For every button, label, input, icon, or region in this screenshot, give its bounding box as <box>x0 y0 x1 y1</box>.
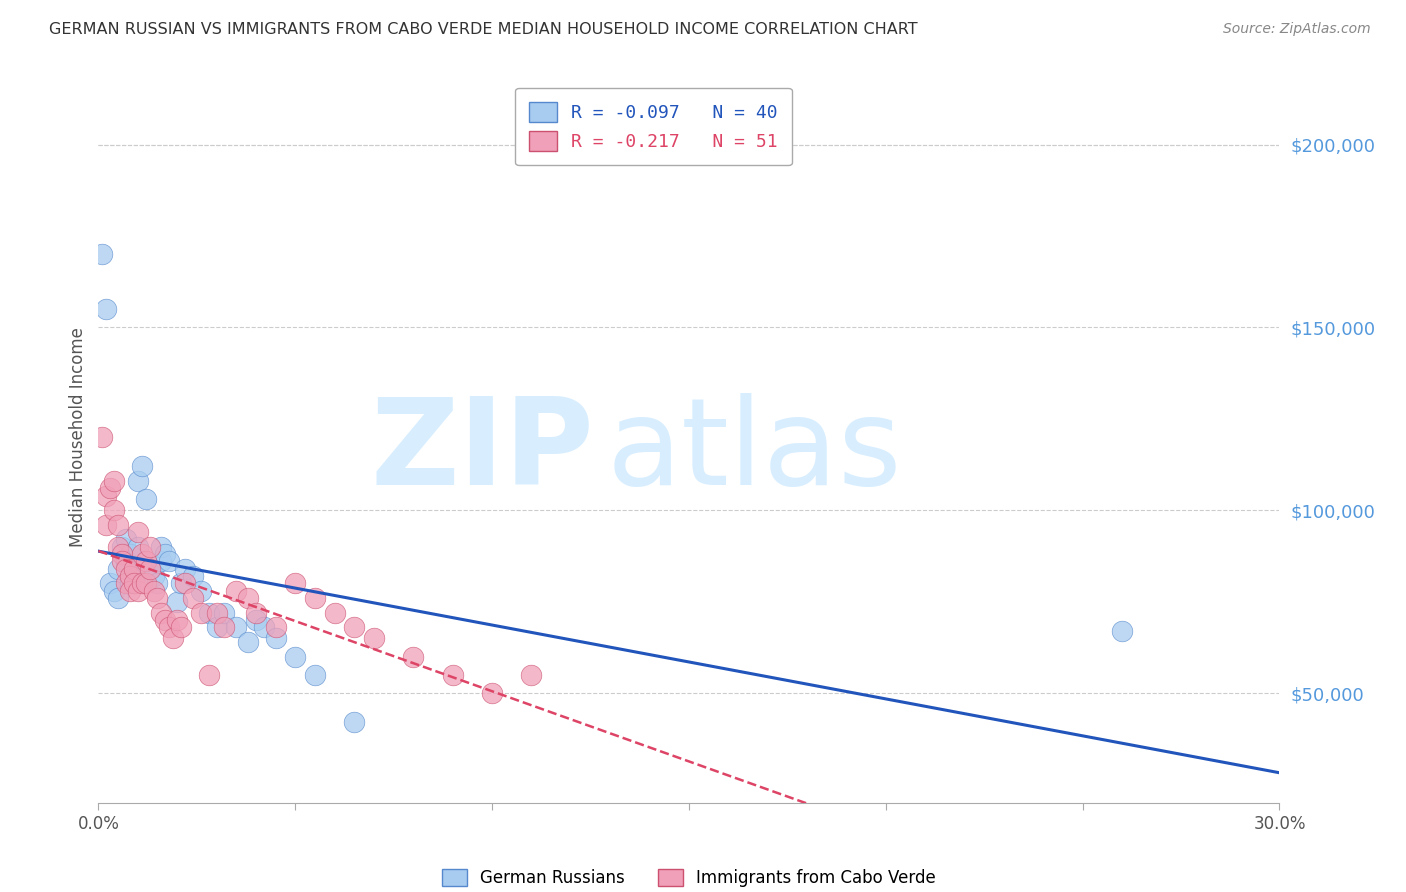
Point <box>98 481 121 495</box>
Point <box>111 547 134 561</box>
Point <box>122 562 145 576</box>
Point <box>214 606 236 620</box>
Point <box>142 569 165 583</box>
Point <box>135 492 157 507</box>
Point <box>146 576 169 591</box>
Point <box>157 620 180 634</box>
Point <box>118 569 141 583</box>
Point <box>131 547 153 561</box>
Point <box>236 591 259 605</box>
Point <box>111 540 134 554</box>
Point <box>205 606 228 620</box>
Point <box>162 632 184 646</box>
Point <box>520 667 543 681</box>
Point <box>91 247 114 261</box>
Point <box>118 576 141 591</box>
Point <box>91 430 114 444</box>
Y-axis label: Median Household Income: Median Household Income <box>69 327 87 547</box>
Point <box>304 591 326 605</box>
Text: atlas: atlas <box>606 393 901 510</box>
Point <box>98 576 121 591</box>
Point <box>155 547 177 561</box>
Point <box>1111 624 1133 638</box>
Point <box>127 525 149 540</box>
Point <box>150 540 173 554</box>
Point <box>103 583 125 598</box>
Point <box>343 620 366 634</box>
Point <box>343 715 366 730</box>
Point <box>174 562 197 576</box>
Point <box>166 594 188 608</box>
Point <box>174 576 197 591</box>
Point <box>107 591 129 605</box>
Point <box>96 517 118 532</box>
Legend: German Russians, Immigrants from Cabo Verde: German Russians, Immigrants from Cabo Ve… <box>434 863 943 892</box>
Point <box>115 576 138 591</box>
Point <box>150 554 173 568</box>
Point <box>155 613 177 627</box>
Point <box>253 620 276 634</box>
Point <box>441 667 464 681</box>
Point <box>150 606 173 620</box>
Point <box>284 649 307 664</box>
Point <box>170 576 193 591</box>
Point <box>304 667 326 681</box>
Point <box>197 667 219 681</box>
Point <box>181 591 204 605</box>
Point <box>103 474 125 488</box>
Point <box>142 583 165 598</box>
Point <box>127 540 149 554</box>
Point <box>127 474 149 488</box>
Point <box>225 620 247 634</box>
Point <box>245 606 267 620</box>
Point <box>96 489 118 503</box>
Point <box>131 459 153 474</box>
Point <box>197 606 219 620</box>
Point <box>111 554 134 568</box>
Point <box>190 606 212 620</box>
Point <box>118 547 141 561</box>
Point <box>402 649 425 664</box>
Point <box>170 620 193 634</box>
Point <box>138 540 160 554</box>
Point <box>181 569 204 583</box>
Point <box>107 562 129 576</box>
Point <box>264 632 287 646</box>
Point <box>236 635 259 649</box>
Point <box>245 613 267 627</box>
Point <box>481 686 503 700</box>
Text: Source: ZipAtlas.com: Source: ZipAtlas.com <box>1223 22 1371 37</box>
Point <box>122 576 145 591</box>
Point <box>135 576 157 591</box>
Text: ZIP: ZIP <box>371 393 595 510</box>
Point <box>264 620 287 634</box>
Point <box>118 583 141 598</box>
Point <box>107 540 129 554</box>
Point <box>138 562 160 576</box>
Point <box>131 576 153 591</box>
Point <box>122 569 145 583</box>
Point <box>190 583 212 598</box>
Point <box>127 583 149 598</box>
Point <box>214 620 236 634</box>
Point <box>363 632 385 646</box>
Point <box>115 562 138 576</box>
Point <box>205 620 228 634</box>
Point <box>115 533 138 547</box>
Point <box>115 554 138 568</box>
Point <box>96 301 118 317</box>
Point <box>107 517 129 532</box>
Point <box>323 606 346 620</box>
Point <box>225 583 247 598</box>
Point <box>284 576 307 591</box>
Point <box>157 554 180 568</box>
Point <box>166 613 188 627</box>
Point <box>146 591 169 605</box>
Point <box>135 554 157 568</box>
Point <box>138 562 160 576</box>
Text: GERMAN RUSSIAN VS IMMIGRANTS FROM CABO VERDE MEDIAN HOUSEHOLD INCOME CORRELATION: GERMAN RUSSIAN VS IMMIGRANTS FROM CABO V… <box>49 22 918 37</box>
Point <box>103 503 125 517</box>
